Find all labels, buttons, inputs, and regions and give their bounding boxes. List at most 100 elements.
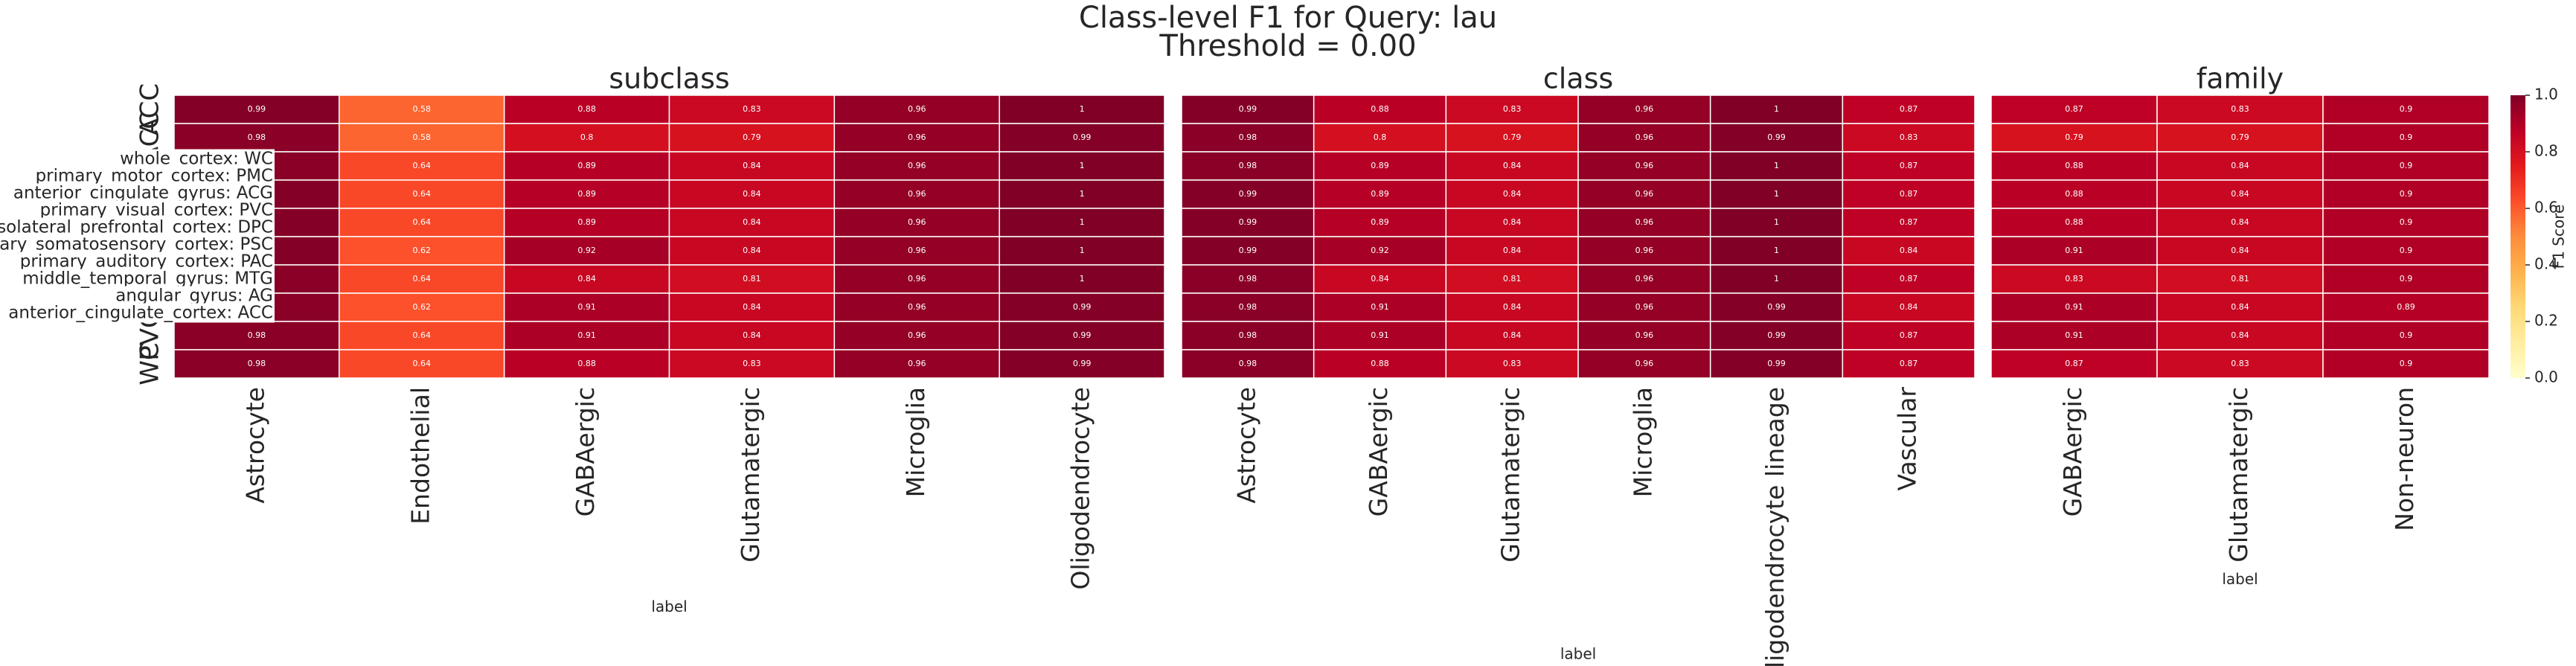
cell-label: 0.98: [1239, 132, 1257, 142]
cell-label: 0.83: [1503, 359, 1522, 368]
heatmap-cell: [2156, 349, 2324, 379]
heatmap-cell: [1990, 236, 2158, 266]
cell-label: 1: [1774, 274, 1779, 284]
heatmap-cell: [1990, 264, 2158, 294]
cell-label: 0.89: [1371, 189, 1389, 199]
cell-label: 0.99: [1073, 330, 1092, 340]
heatmap-cell: [2322, 349, 2490, 379]
heatmap-cell: [2156, 264, 2324, 294]
cell-label: 0.99: [1239, 246, 1257, 255]
heatmap-cell: [1577, 123, 1711, 153]
cell-label: 1: [1774, 104, 1779, 114]
row-label-bg: [114, 286, 275, 306]
cell-label: 0.9: [2400, 217, 2413, 227]
cell-label: 0.96: [1635, 217, 1654, 227]
heatmap-cell: [503, 208, 670, 237]
cell-label: 0.58: [413, 132, 432, 142]
cell-label: 0.88: [577, 359, 596, 368]
colorbar-tick-label: 0.2: [2534, 312, 2558, 330]
cell-label: 0.89: [577, 189, 596, 199]
cell-label: 0.91: [2065, 330, 2083, 340]
heatmap-cell: [1577, 264, 1711, 294]
colorbar-tick-label: 0.0: [2534, 368, 2558, 386]
heatmap-cell: [1709, 321, 1844, 350]
heatmap-cell: [999, 264, 1165, 294]
cell-label: 0.9: [2400, 104, 2413, 114]
cell-label: 0.91: [577, 330, 596, 340]
row-label: primary_somatosensory_cortex: PSC: [0, 235, 273, 254]
cell-label: 0.96: [1635, 246, 1654, 255]
cell-label: 0.83: [2231, 359, 2249, 368]
heatmap-cell: [1313, 236, 1447, 266]
cell-label: 0.84: [743, 189, 761, 199]
heatmap-cell: [2322, 208, 2490, 237]
heatmap-cell: [999, 349, 1165, 379]
cell-label: 0.9: [2400, 330, 2413, 340]
heatmap-cell: [503, 349, 670, 379]
cell-label: 0.96: [908, 161, 926, 170]
heatmap-cell: [1990, 349, 2158, 379]
cell-label: 0.84: [743, 217, 761, 227]
x-tick-label: Glutamatergic: [736, 387, 765, 563]
row-label: primary_auditory_cortex: PAC: [20, 252, 273, 272]
row-label: dorsolateral_prefrontal_cortex: DPC: [0, 218, 273, 237]
row-label-bg: [11, 183, 275, 203]
cell-label: 0.96: [908, 302, 926, 312]
cell-label: 0.99: [1073, 359, 1092, 368]
heatmap-cell: [503, 292, 670, 322]
cell-label: 0.88: [1371, 104, 1389, 114]
heatmap-cell: [2156, 151, 2324, 181]
cell-label: 0.89: [1371, 217, 1389, 227]
heatmap-cell: [1445, 236, 1579, 266]
row-label: middle_temporal_gyrus: MTG: [22, 269, 273, 289]
heatmap-cell: [2156, 321, 2324, 350]
heatmap-cell: [668, 236, 836, 266]
x-tick-label: GABAergic: [2058, 387, 2087, 516]
cell-label: 1: [1774, 161, 1779, 170]
cell-label: 0.84: [743, 161, 761, 170]
heatmap-cell: [503, 321, 670, 350]
cell-label: 0.9: [2400, 189, 2413, 199]
x-tick-label: Glutamatergic: [2224, 387, 2253, 563]
x-tick-label: Glutamatergic: [1496, 387, 1525, 563]
cell-label: 0.84: [743, 246, 761, 255]
cell-label: 0.99: [1239, 189, 1257, 199]
cell-label: 1: [1080, 189, 1085, 199]
heatmap-cell: [1181, 321, 1315, 350]
row-label-bg: [0, 217, 275, 237]
cell-label: 0.96: [908, 132, 926, 142]
cell-label: 0.79: [2231, 132, 2249, 142]
heatmap-cell: [1842, 123, 1976, 153]
cell-label: 0.64: [413, 217, 432, 227]
cell-label: 0.96: [1635, 330, 1654, 340]
cell-label: 0.99: [1073, 302, 1092, 312]
heatmap-cell: [833, 236, 1000, 266]
cell-label: 0.9: [2400, 161, 2413, 170]
x-axis-label: label: [2222, 570, 2258, 588]
heatmap-cell: [668, 292, 836, 322]
heatmap-cell: [833, 264, 1000, 294]
heatmap-cell: [1577, 179, 1711, 209]
row-label: anterior_cingulate_gyrus: ACG: [13, 184, 273, 203]
heatmap-cell: [1313, 151, 1447, 181]
heatmap-cell: [1181, 151, 1315, 181]
heatmap-cell: [999, 123, 1165, 153]
colorbar-tick-label: 1.0: [2534, 86, 2558, 103]
cell-label: 0.9: [2400, 359, 2413, 368]
cell-label: 0.98: [1239, 330, 1257, 340]
row-label: primary_motor_cortex: PMC: [36, 167, 273, 186]
row-label-bg: [118, 149, 275, 169]
cell-label: 0.96: [908, 104, 926, 114]
heatmap-cell: [2322, 179, 2490, 209]
x-tick-label: Microglia: [901, 387, 930, 497]
heatmap-cell: [339, 95, 505, 124]
cell-label: 0.84: [2231, 302, 2249, 312]
panel-title: family: [2197, 63, 2284, 95]
heatmap-cell: [1709, 264, 1844, 294]
heatmap-cell: [668, 264, 836, 294]
cell-label: 0.64: [413, 274, 432, 284]
row-label-bg: [33, 166, 275, 186]
cell-label: 0.99: [1239, 217, 1257, 227]
panel-title: subclass: [609, 63, 729, 95]
